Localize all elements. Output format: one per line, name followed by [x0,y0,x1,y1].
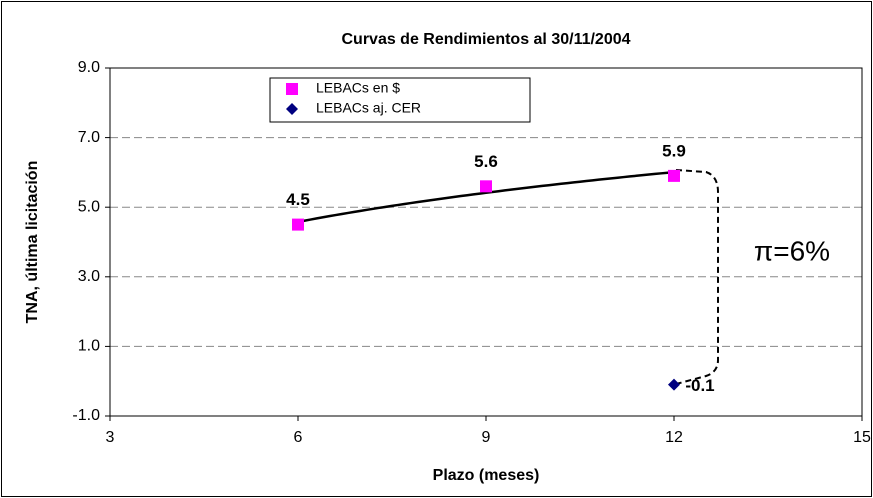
x-tick-label: 6 [294,429,303,446]
x-tick-label: 12 [665,429,683,446]
trend-line [297,170,675,224]
point [292,218,304,231]
x-tick-label: 15 [853,429,871,446]
y-tick-label: 7.0 [78,129,100,146]
x-tick-label: 3 [106,429,115,446]
y-axis-label: TNA, última licitación [24,161,41,324]
x-axis-label: Plazo (meses) [433,467,540,484]
y-tick-label: 9.0 [78,59,100,76]
y-tick-label: -1.0 [72,407,100,424]
legend-swatch [286,83,298,95]
legend-label: LEBACs aj. CER [316,100,421,116]
annotation: π=6% [754,235,830,266]
legend-swatch [286,103,298,115]
y-tick-label: 5.0 [78,198,100,215]
legend-label: LEBACs en $ [316,80,400,96]
data-label: 4.5 [286,190,310,209]
x-tick-label: 9 [482,429,491,446]
point [668,169,680,182]
data-label: 5.6 [474,152,498,171]
data-label: 5.9 [662,141,686,160]
marks: 4.5 5.6 5.9 -0.1 [286,141,714,395]
point [480,180,492,193]
legend-items: LEBACs en $ LEBACs aj. CER [286,80,421,116]
chart-title: Curvas de Rendimientos al 30/11/2004 [341,31,630,48]
data-label: -0.1 [685,376,714,395]
y-tick-label: 3.0 [78,268,100,285]
point [668,378,680,391]
y-tick-label: 1.0 [78,338,100,355]
bracket [675,169,719,385]
legend [269,77,531,123]
